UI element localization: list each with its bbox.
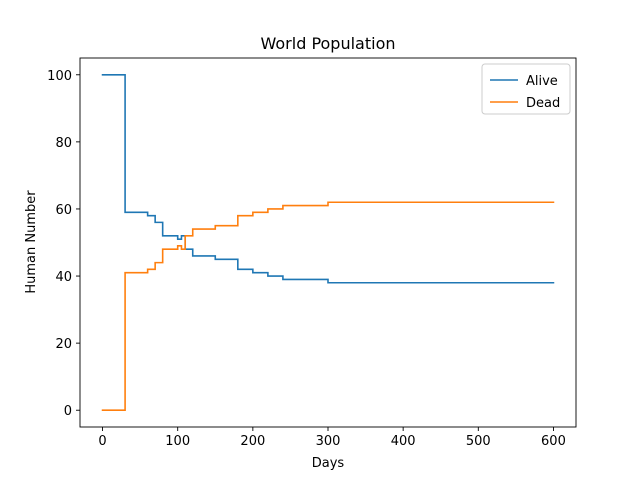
legend-label-dead: Dead: [526, 96, 560, 111]
x-tick-label: 100: [165, 434, 190, 449]
y-tick-label: 40: [55, 270, 72, 285]
series-line-dead: [101, 201, 555, 412]
legend-label-alive: Alive: [526, 74, 558, 89]
x-tick-label: 400: [391, 434, 416, 449]
plot-area: 0 100 200 300 400 500 600 0 20 40 60 80 100 Alive Dead: [47, 57, 577, 449]
x-tick-label: 200: [240, 434, 265, 449]
y-tick-label: 100: [47, 69, 72, 84]
y-tick-label: 80: [55, 136, 72, 151]
x-axis-label: Days: [312, 456, 345, 471]
x-tick-label: 0: [98, 434, 106, 449]
x-tick-label: 300: [316, 434, 341, 449]
x-tick-label: 600: [541, 434, 566, 449]
x-tick-label: 500: [466, 434, 491, 449]
legend: Alive Dead: [481, 63, 571, 115]
y-axis-label: Human Number: [24, 190, 39, 294]
series-line-alive: [101, 73, 555, 284]
y-tick-label: 20: [55, 337, 72, 352]
y-tick-label: 0: [64, 404, 72, 419]
chart-title: World Population: [261, 34, 396, 53]
y-tick-label: 60: [55, 203, 72, 218]
